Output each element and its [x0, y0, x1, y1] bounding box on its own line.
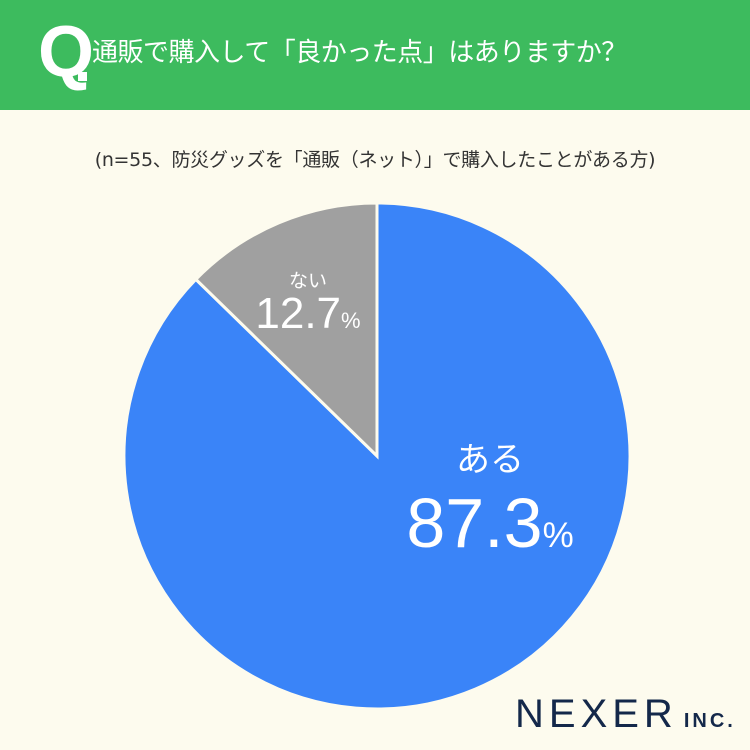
slice-label-no: ない — [288, 270, 327, 292]
question-header: Q 通販で購入して「良かった点」はありますか？ — [0, 0, 750, 110]
pie-slice-1 — [193, 201, 379, 460]
nexer-logo: NEXER INC. — [515, 692, 736, 736]
question-title: 通販で購入して「良かった点」はありますか？ — [92, 38, 627, 68]
slice-value-no: 12.7% — [255, 289, 361, 338]
sample-note: (n=55、防災グッズを「通販（ネット）」で購入したことがある方) — [94, 149, 656, 171]
slice-label-yes: ある — [456, 440, 524, 480]
slice-value-yes: 87.3% — [406, 484, 574, 562]
q-dot — [78, 72, 87, 81]
